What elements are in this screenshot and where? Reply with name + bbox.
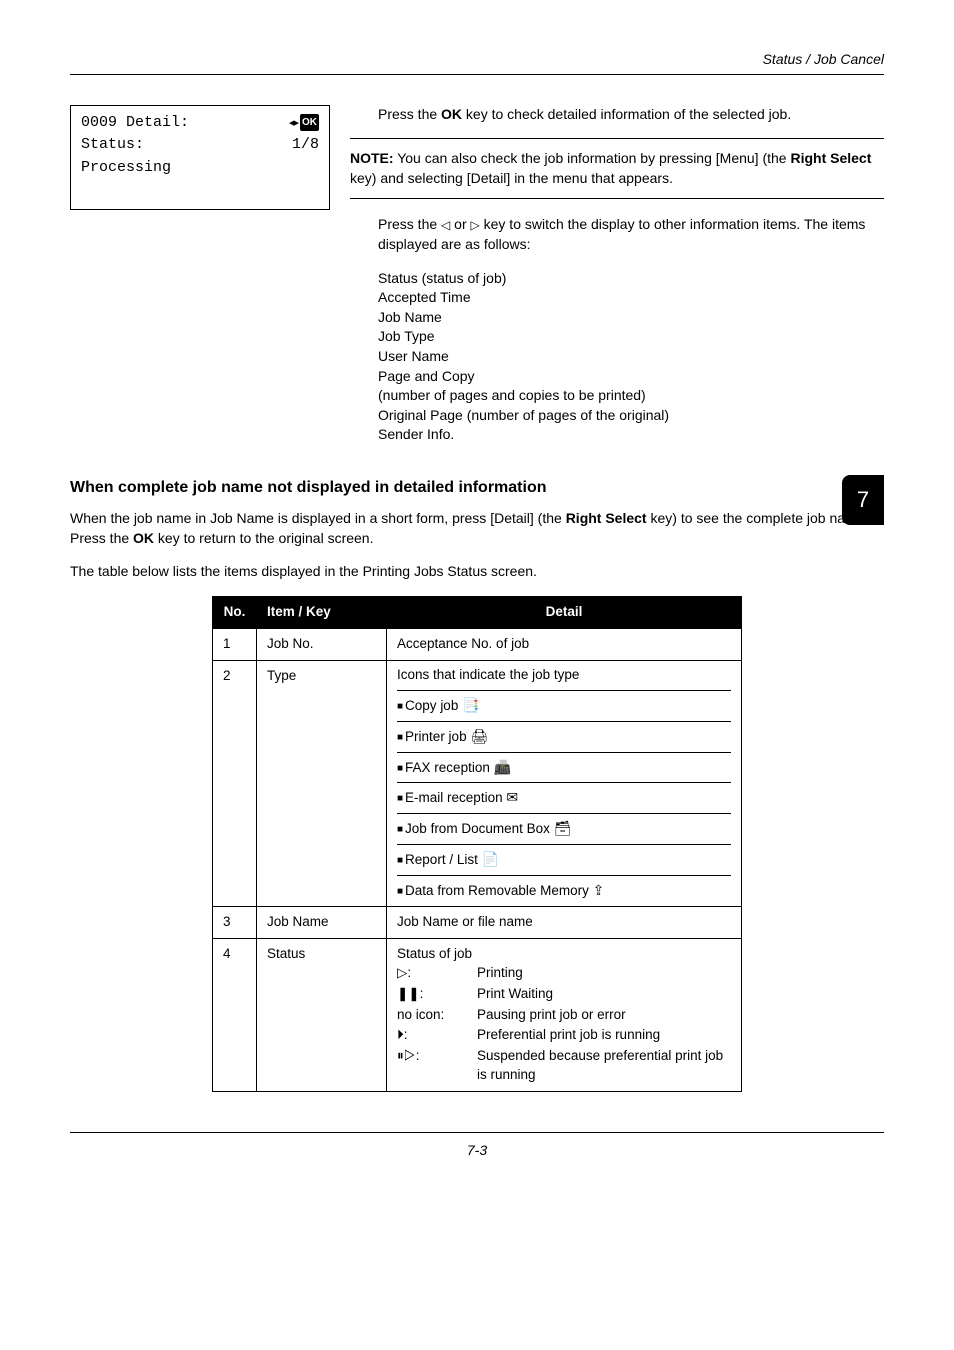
bullet-icon: ■	[397, 793, 403, 804]
items-list: Status (status of job) Accepted Time Job…	[350, 269, 884, 445]
switch-paragraph: Press the ◁ or ▷ key to switch the displ…	[350, 215, 884, 254]
bullet-icon: ■	[397, 886, 403, 897]
left-triangle-icon: ◁	[441, 218, 450, 232]
paragraph-2: The table below lists the items displaye…	[70, 562, 884, 582]
list-item: Page and Copy	[378, 367, 884, 387]
suspended-icon: ⏸▷:	[397, 1047, 477, 1085]
bullet-icon: ■	[397, 855, 403, 866]
printer-icon: 🖨	[470, 728, 488, 744]
play-icon: ▷:	[397, 964, 477, 983]
table-header-row: No. Item / Key Detail	[213, 597, 742, 629]
list-item: Accepted Time	[378, 288, 884, 308]
copy-icon: 📑	[462, 697, 479, 713]
page-footer: 7-3	[70, 1132, 884, 1161]
lcd-ok-indicator: ◂▸ OK	[289, 114, 319, 131]
lcd-line3: Processing	[81, 157, 319, 180]
page-header: Status / Job Cancel	[70, 50, 884, 75]
list-item: Job Type	[378, 327, 884, 347]
report-icon: 📄	[482, 851, 499, 867]
right-column: Press the OK key to check detailed infor…	[350, 105, 884, 459]
fax-icon: 📠	[494, 759, 511, 775]
list-item: Status (status of job)	[378, 269, 884, 289]
table-row: 4 Status Status of job ▷:Printing ❚❚:Pri…	[213, 938, 742, 1091]
bullet-icon: ■	[397, 701, 403, 712]
lcd-line2-right: 1/8	[292, 134, 319, 157]
col-no: No.	[213, 597, 257, 629]
intro-paragraph: Press the OK key to check detailed infor…	[350, 105, 884, 125]
header-title: Status / Job Cancel	[763, 51, 884, 67]
right-triangle-icon: ▷	[471, 218, 480, 232]
list-item: Job Name	[378, 308, 884, 328]
top-row: 0009 Detail: ◂▸ OK Status: 1/8 Processin…	[70, 105, 884, 459]
nav-arrows-icon: ◂▸	[289, 115, 298, 132]
list-item: User Name	[378, 347, 884, 367]
table-row: 3 Job Name Job Name or file name	[213, 906, 742, 938]
document-box-icon: 🗃	[554, 820, 572, 836]
removable-memory-icon: ⇪	[593, 882, 605, 898]
email-icon: ✉	[506, 789, 518, 805]
details-table: No. Item / Key Detail 1 Job No. Acceptan…	[212, 596, 742, 1092]
note-box: NOTE: You can also check the job informa…	[350, 138, 884, 199]
lcd-line2-left: Status:	[81, 134, 144, 157]
list-item: (number of pages and copies to be printe…	[378, 386, 884, 406]
section-tab: 7	[842, 475, 884, 525]
no-icon-label: no icon:	[397, 1006, 477, 1025]
col-item: Item / Key	[257, 597, 387, 629]
table-row: 1 Job No. Acceptance No. of job	[213, 628, 742, 660]
col-detail: Detail	[387, 597, 742, 629]
preferential-icon: ⏵:	[397, 1026, 477, 1045]
bullet-icon: ■	[397, 763, 403, 774]
list-item: Original Page (number of pages of the or…	[378, 406, 884, 426]
bullet-icon: ■	[397, 824, 403, 835]
paragraph-1: When the job name in Job Name is display…	[70, 509, 884, 548]
pause-icon: ❚❚:	[397, 985, 477, 1004]
subheading: When complete job name not displayed in …	[70, 477, 884, 499]
lcd-line1-left: 0009 Detail:	[81, 112, 189, 135]
list-item: Sender Info.	[378, 425, 884, 445]
type-cell: Icons that indicate the job type ■Copy j…	[387, 660, 742, 906]
ok-badge: OK	[300, 114, 319, 131]
status-cell: Status of job ▷:Printing ❚❚:Print Waitin…	[387, 938, 742, 1091]
table-row: 2 Type Icons that indicate the job type …	[213, 660, 742, 906]
note-label: NOTE:	[350, 150, 394, 166]
lcd-panel: 0009 Detail: ◂▸ OK Status: 1/8 Processin…	[70, 105, 330, 211]
bullet-icon: ■	[397, 732, 403, 743]
